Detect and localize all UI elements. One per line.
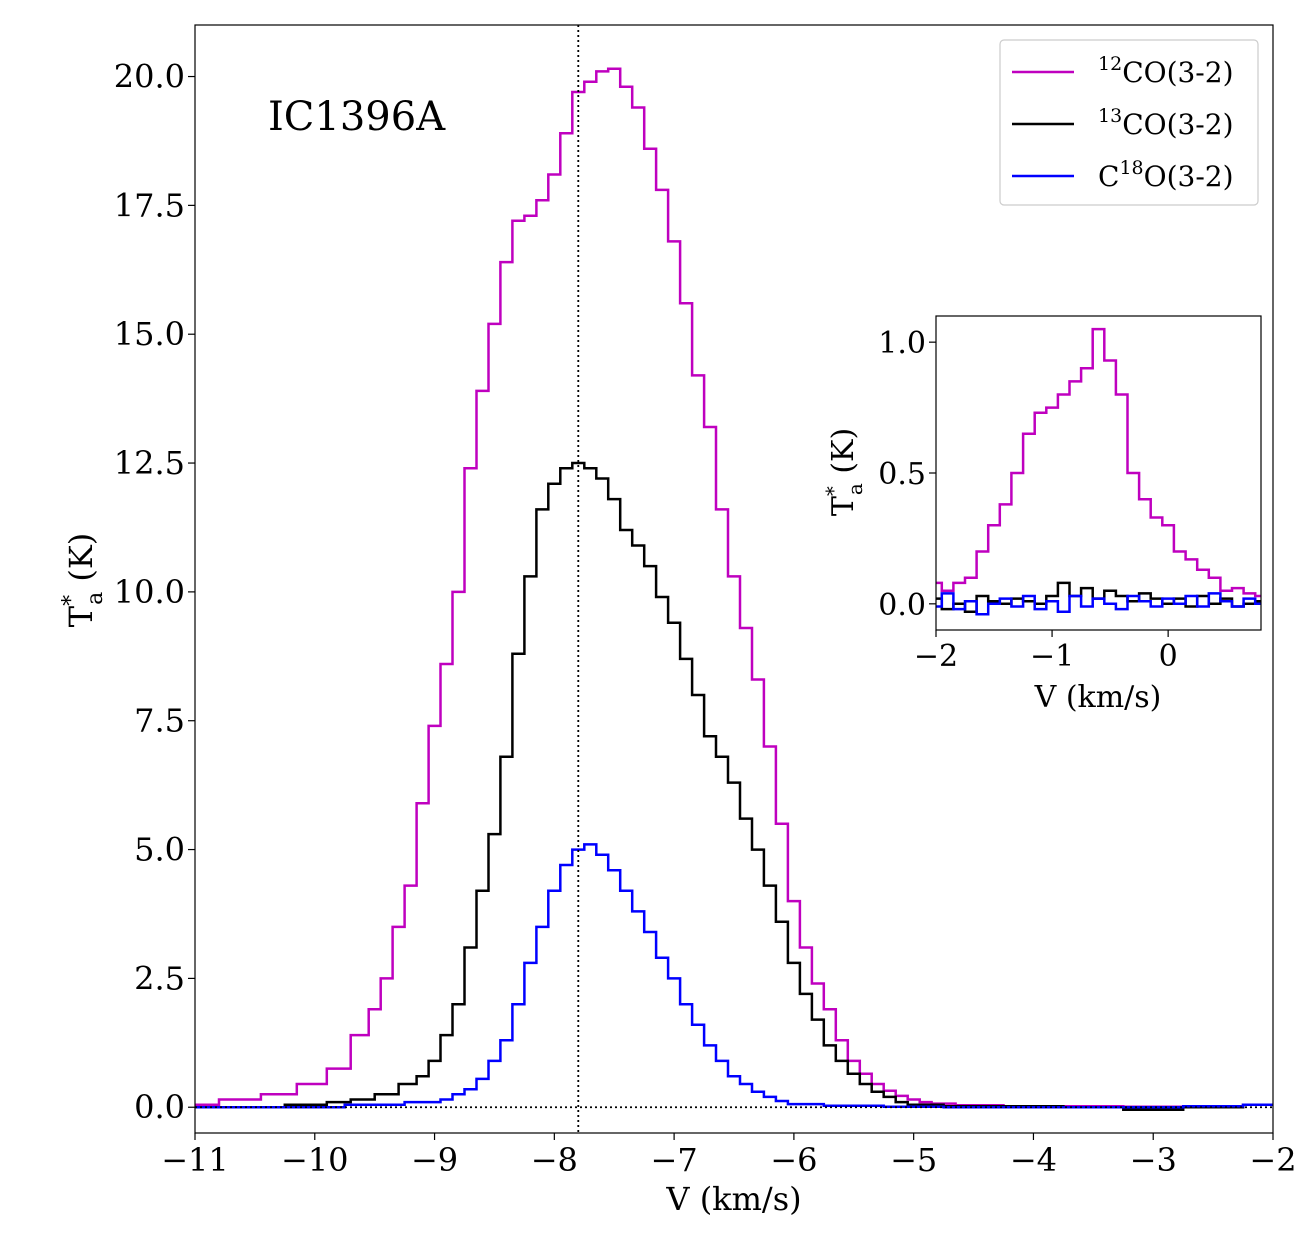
x-tick-label: −11 [161,1141,229,1179]
legend-pre-c18o: C [1098,160,1119,193]
inset-series-c18o-3-2 [936,592,1261,616]
y-tick-label: 15.0 [114,315,185,353]
x-tick-label: −4 [1010,1141,1057,1179]
x-tick-label: −3 [1130,1141,1177,1179]
x-tick-label: −6 [770,1141,817,1179]
inset-y-label-unit: (K) [826,428,861,483]
legend-label-c18o: C18O(3-2) [1098,157,1234,193]
legend-sup-13co: 13 [1098,105,1122,127]
legend: 12CO(3-2) 13CO(3-2) C18O(3-2) [999,39,1259,206]
inset-background [936,316,1261,630]
y-axis-label-sup: * [59,595,84,606]
y-tick-label: 2.5 [134,959,185,997]
inset-y-label-sup: * [821,486,845,496]
inset-y-label-sub: a [843,483,867,495]
main-ticks: −11 −10 −9 −8 −7 −6 −5 −4 −3 −20.02.55.07.510.012… [114,58,1297,1179]
x-tick-label: −8 [531,1141,578,1179]
inset-x-axis-label: V (km/s) [1034,680,1162,715]
series-12co-3-2 [195,67,1273,1109]
legend-label-13co: 13CO(3-2) [1098,105,1234,141]
inset-series-group [936,327,1261,616]
inset-x-tick-label: −1 [1030,639,1074,674]
y-axis-label-unit: (K) [62,533,100,592]
inset-x-tick-label: 0 [1159,639,1178,674]
inset-y-tick-label: 1.0 [878,326,926,361]
inset-y-axis-label: T*a (K) [821,428,867,516]
y-axis-label: T*a (K) [59,533,108,628]
x-tick-label: −5 [890,1141,937,1179]
inset-plot-frame [935,315,1262,631]
y-tick-label: 20.0 [114,58,185,96]
x-tick-label: −9 [411,1141,458,1179]
legend-text-13co: CO(3-2) [1122,108,1233,141]
series-c18o-3-2 [195,843,1273,1109]
legend-sup-12co: 12 [1098,53,1122,75]
y-axis-label-main: T [62,605,100,627]
legend-label-12co: 12CO(3-2) [1098,53,1234,89]
plot-annotation-title: IC1396A [268,94,446,140]
legend-box [999,39,1259,206]
legend-sup-c18o: 18 [1119,157,1143,179]
main-axes: −11 −10 −9 −8 −7 −6 −5 −4 −3 −20.02.55.07.510.012… [59,24,1297,1218]
y-tick-label: 5.0 [134,831,185,869]
inset-x-tick-label: −2 [914,639,958,674]
y-tick-label: 10.0 [114,573,185,611]
main-plot-frame [194,24,1274,1134]
y-tick-label: 12.5 [114,444,185,482]
x-tick-label: −10 [281,1141,349,1179]
x-axis-label: V (km/s) [665,1180,801,1218]
y-tick-label: 7.5 [134,702,185,740]
inset-series-12co-3-2 [936,327,1261,598]
inset-axes: −2 −1 0 0.0 0.5 1.0 V (km/s) T*a (K) [821,315,1262,715]
y-tick-label: 0.0 [134,1088,185,1126]
y-tick-label: 17.5 [114,186,185,224]
legend-text-12co: CO(3-2) [1122,56,1233,89]
inset-y-label-main: T [826,496,861,516]
inset-y-tick-label: 0.0 [878,588,926,623]
x-tick-label: −7 [651,1141,698,1179]
y-axis-label-sub: a [83,592,108,605]
legend-text-c18o: O(3-2) [1144,160,1234,193]
inset-ticks: −2 −1 0 0.0 0.5 1.0 [878,326,1177,674]
series-13co-3-2 [195,461,1273,1112]
main-series-group [195,67,1273,1112]
inset-y-tick-label: 0.5 [878,457,926,492]
x-tick-label: −2 [1249,1141,1296,1179]
